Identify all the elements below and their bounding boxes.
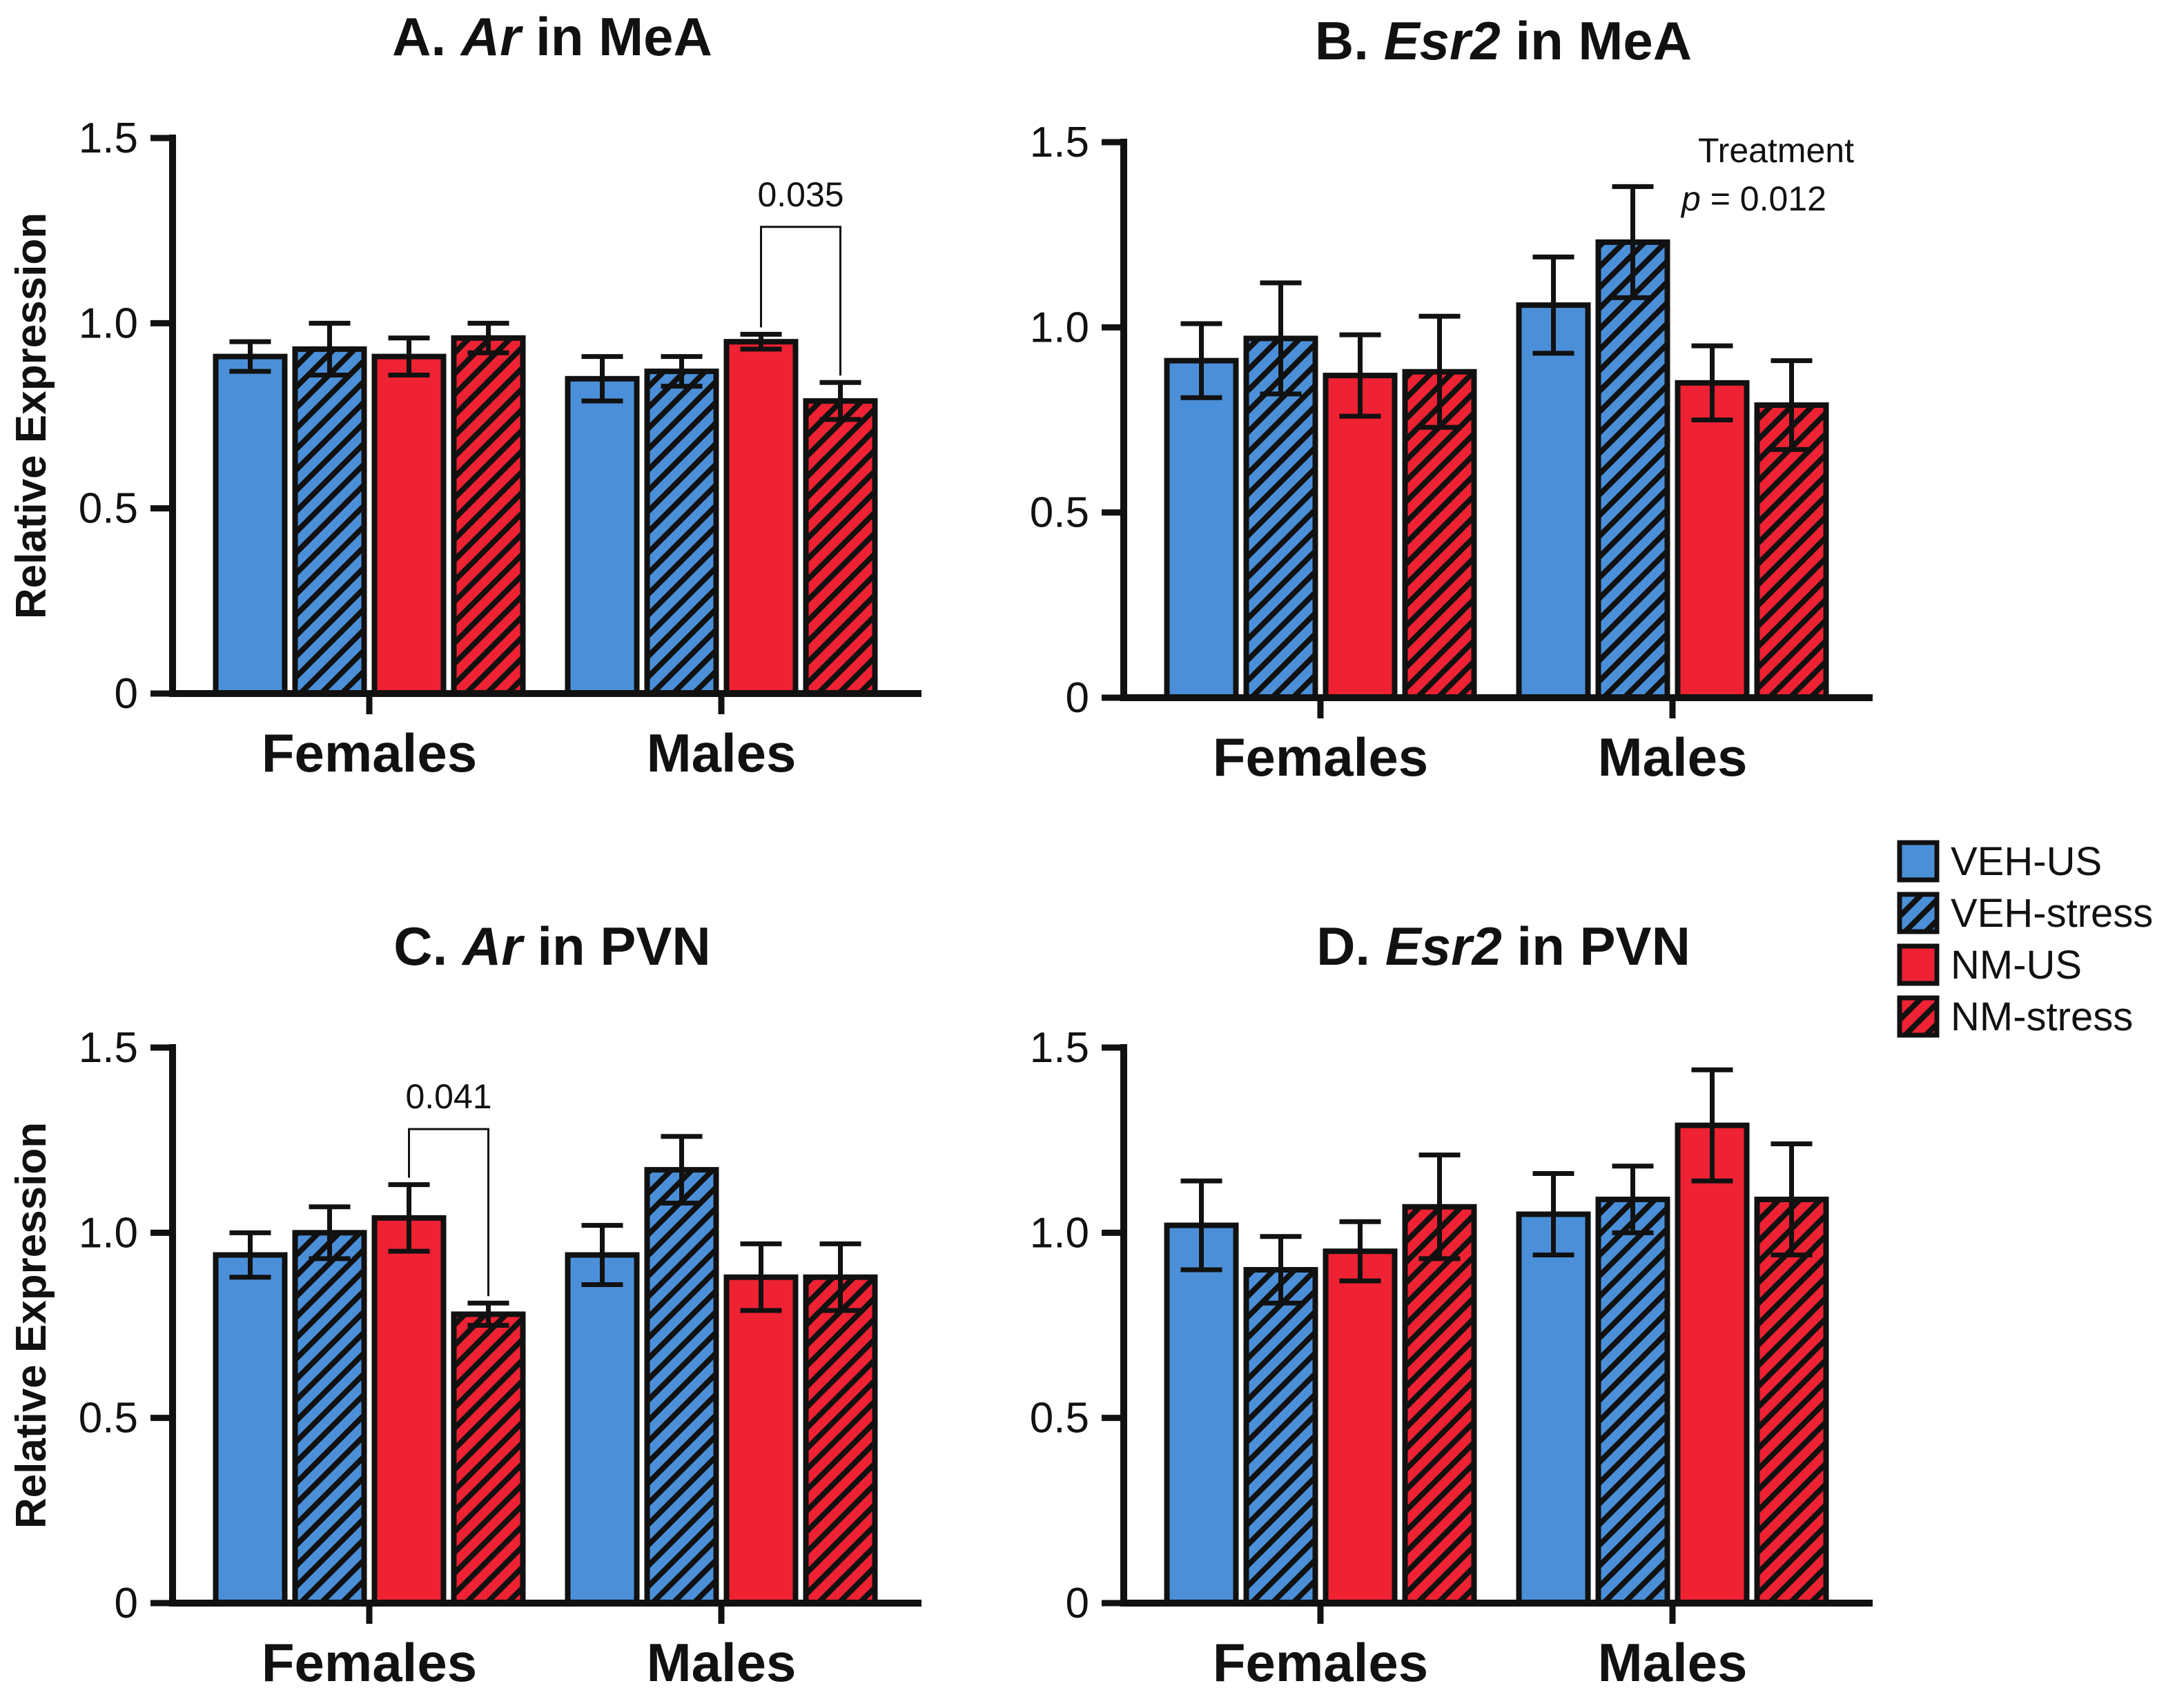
bar-veh-stress-males: [1595, 1197, 1670, 1606]
x-tick-label: Males: [1598, 1632, 1748, 1693]
y-tick-label: 1.5: [1030, 1024, 1089, 1072]
legend-label: NM-US: [1951, 943, 2082, 988]
bar-veh-us-males: [565, 1252, 640, 1606]
legend-label: NM-stress: [1951, 994, 2133, 1039]
x-tick-label: Females: [1213, 1632, 1428, 1693]
legend-swatch: [1897, 892, 1940, 934]
legend-swatch: [1897, 840, 1940, 883]
x-tick-label: Males: [647, 1632, 797, 1693]
bar-nm-stress-females: [451, 335, 526, 696]
x-tick-label: Females: [262, 723, 477, 783]
treatment-p-value: p = 0.012: [1680, 179, 1826, 218]
x-tick-label: Females: [1213, 727, 1428, 787]
bar-veh-stress-males: [644, 1167, 719, 1607]
panel-d: D. Esr2 in PVN 0 0.5 1.0 1.5 Females Males: [1030, 916, 1873, 1693]
p-value-label: 0.035: [757, 175, 843, 214]
panel-b: B. Esr2 in MeA 0 0.5 1.0 1.5 Females Males Trea…: [1030, 10, 1873, 787]
bar-nm-stress-females: [451, 1311, 526, 1607]
y-tick-label: 0.5: [79, 485, 138, 533]
legend-label: VEH-stress: [1951, 891, 2153, 936]
y-tick-label: 0.5: [79, 1395, 138, 1442]
y-axis-label: Relative Expression: [8, 213, 55, 619]
panel-a: A. Ar in MeA Relative Expression 0 0.5 1.0 1.…: [8, 6, 921, 783]
y-tick-label: 0: [115, 1580, 138, 1627]
bar-nm-us-males: [723, 339, 799, 696]
bar-nm-stress-males: [803, 398, 878, 696]
bar-veh-us-males: [1516, 302, 1591, 700]
bar-nm-us-females: [1323, 1248, 1398, 1606]
bar-veh-us-females: [213, 353, 288, 697]
bar-veh-us-females: [1164, 357, 1239, 701]
bar-veh-us-males: [1516, 1211, 1591, 1606]
bar-nm-us-males: [1675, 1122, 1750, 1606]
treatment-label: Treatment: [1698, 131, 1854, 170]
legend-swatch: [1897, 995, 1940, 1038]
bar-veh-stress-females: [1243, 335, 1318, 700]
y-axis-label: Relative Expression: [8, 1122, 55, 1529]
bar-nm-us-females: [1323, 373, 1398, 700]
bar-nm-stress-males: [1754, 1197, 1829, 1606]
y-tick-label: 1.5: [79, 1024, 138, 1072]
bar-veh-stress-males: [644, 369, 719, 696]
legend-label: VEH-US: [1951, 839, 2102, 884]
bar-veh-stress-females: [1243, 1267, 1318, 1606]
bar-nm-stress-females: [1402, 1204, 1477, 1606]
y-tick-label: 0: [1066, 674, 1089, 722]
y-tick-label: 0.5: [1030, 489, 1089, 537]
bar-nm-us-males: [723, 1274, 799, 1606]
bar-nm-stress-males: [1754, 402, 1829, 700]
significance-bracket: [760, 226, 841, 376]
x-tick-label: Males: [647, 723, 797, 783]
chart-title: D. Esr2 in PVN: [1316, 916, 1690, 976]
y-tick-label: 1.5: [79, 115, 138, 162]
panel-c: C. Ar in PVN Relative Expression 0 0.5 1.0 1.…: [8, 916, 921, 1693]
y-tick-label: 1.0: [79, 300, 138, 347]
bar-nm-us-females: [371, 353, 447, 697]
significance-bracket: [408, 1128, 489, 1297]
x-tick-label: Females: [262, 1632, 477, 1693]
y-tick-label: 0: [115, 670, 138, 718]
bar-nm-stress-males: [803, 1274, 878, 1606]
bar-veh-stress-females: [292, 1230, 367, 1607]
bar-veh-us-females: [213, 1252, 288, 1606]
x-tick-label: Males: [1598, 727, 1748, 787]
y-tick-label: 0.5: [1030, 1395, 1089, 1442]
chart-title: C. Ar in PVN: [393, 916, 710, 976]
y-tick-label: 1.5: [1030, 119, 1089, 166]
chart-title: B. Esr2 in MeA: [1315, 10, 1692, 71]
legend: VEH-US VEH-stress NM-US NM-stress: [1897, 839, 2153, 1039]
y-tick-label: 1.0: [79, 1209, 138, 1257]
chart-title: A. Ar in MeA: [392, 6, 712, 67]
p-value-label: 0.041: [405, 1077, 491, 1116]
bar-veh-stress-females: [292, 346, 367, 696]
bar-veh-stress-males: [1595, 239, 1670, 700]
bar-nm-us-males: [1675, 380, 1750, 700]
bar-veh-us-females: [1164, 1222, 1239, 1607]
bar-veh-us-males: [565, 375, 640, 696]
bar-nm-us-females: [371, 1215, 447, 1607]
y-tick-label: 1.0: [1030, 304, 1089, 351]
y-tick-label: 1.0: [1030, 1209, 1089, 1257]
y-tick-label: 0: [1066, 1580, 1089, 1627]
legend-swatch: [1897, 943, 1940, 986]
